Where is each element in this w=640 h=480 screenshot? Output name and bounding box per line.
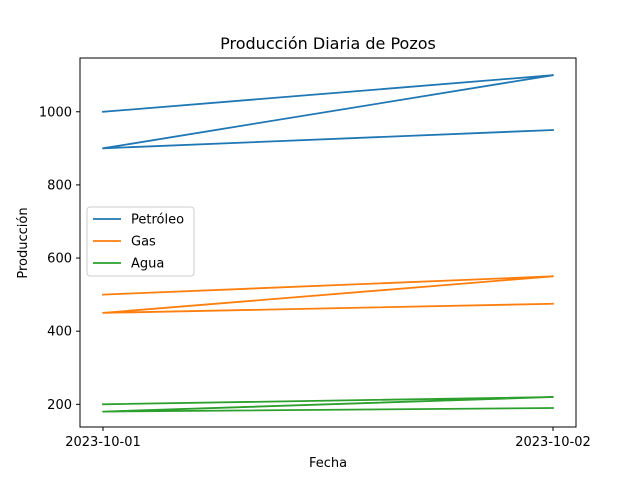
legend-label-1: Gas	[131, 235, 156, 250]
series-line-0	[102, 74, 554, 150]
y-tick-label-1: 400	[47, 325, 72, 340]
x-axis-title: Fecha	[309, 456, 347, 471]
chart-title: Producción Diaria de Pozos	[220, 34, 436, 53]
legend-label-2: Agua	[131, 257, 164, 272]
y-tick-label-3: 800	[47, 178, 72, 193]
legend-box	[86, 206, 195, 277]
x-tick-label-0: 2023-10-01	[65, 435, 141, 450]
plot-frame	[79, 57, 577, 428]
y-tick-label-0: 200	[47, 398, 72, 413]
plot-lines	[102, 74, 554, 413]
series-line-2	[102, 396, 554, 413]
y-axis-title: Producción	[16, 207, 31, 278]
legend-label-0: Petróleo	[131, 213, 184, 228]
series-line-1	[102, 275, 554, 314]
x-tick-label-1: 2023-10-02	[515, 435, 591, 450]
y-axis-ticks: 200 400 600 800 1000	[39, 105, 80, 413]
legend: Petróleo Gas Agua	[86, 206, 195, 277]
y-tick-label-2: 600	[47, 252, 72, 267]
y-tick-label-4: 1000	[39, 105, 72, 120]
x-axis-ticks: 2023-10-01 2023-10-02	[65, 427, 591, 450]
